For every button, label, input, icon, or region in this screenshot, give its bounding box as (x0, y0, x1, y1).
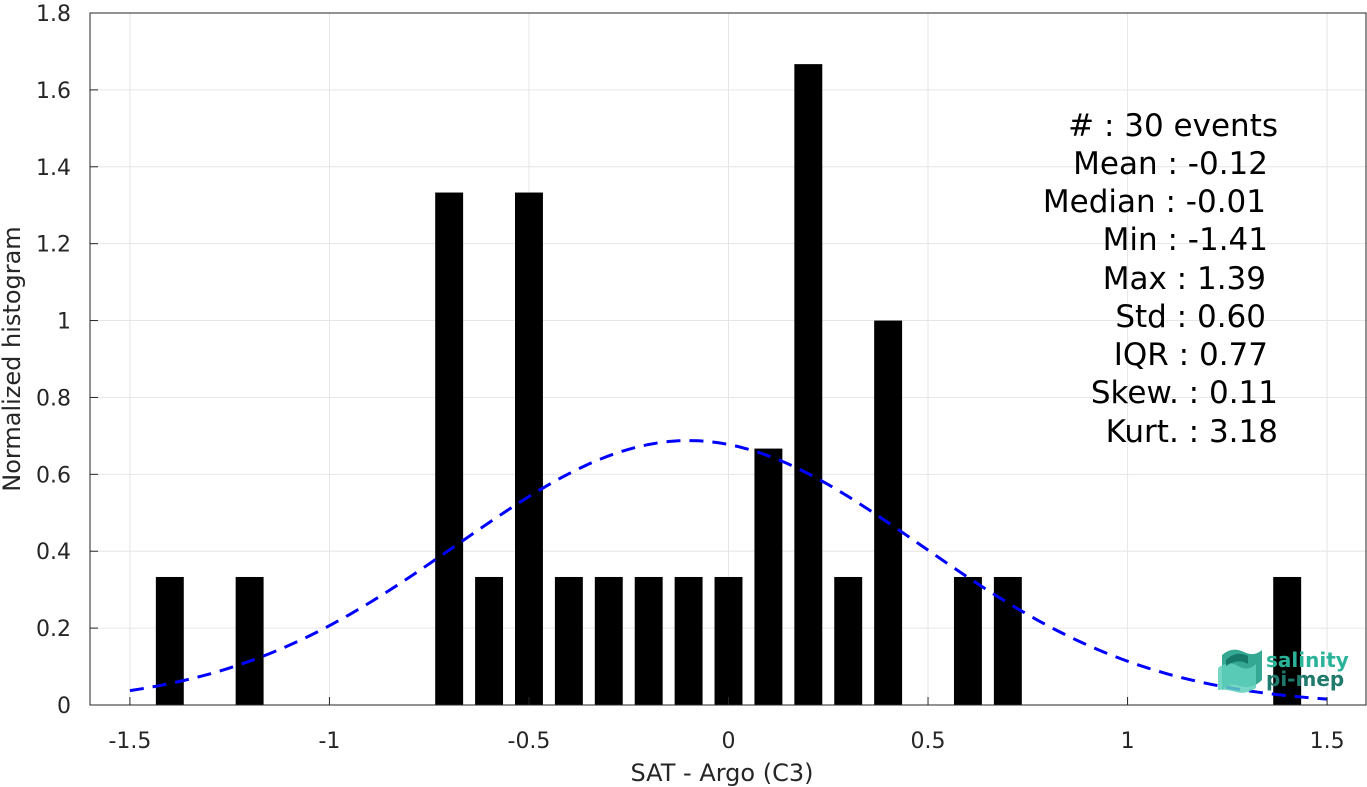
histogram-bar (794, 64, 823, 706)
y-tick-label: 1 (57, 310, 71, 335)
y-tick-label: 0.8 (36, 386, 71, 411)
y-tick-label: 1.4 (36, 156, 71, 181)
stat-iqr: IQR : 0.77 (1114, 337, 1268, 373)
stat-median: Median : -0.01 (1043, 184, 1266, 220)
histogram-bar (874, 320, 903, 705)
histogram-bar (235, 576, 264, 705)
histogram-bar (515, 192, 543, 706)
y-tick-label: 1.6 (36, 79, 71, 104)
stat-std: Std : 0.60 (1115, 299, 1266, 335)
histogram-bar (155, 576, 184, 705)
y-tick-label: 1.2 (36, 233, 71, 258)
x-tick-label: 1.5 (1310, 729, 1345, 754)
histogram-bar (834, 576, 863, 705)
histogram-bar (714, 576, 743, 705)
x-tick-label: 1 (1121, 729, 1135, 754)
histogram-bar (754, 448, 783, 705)
histogram-bar (594, 576, 623, 705)
x-tick-label: -0.5 (508, 729, 551, 754)
histogram-bar (634, 576, 663, 705)
stat-count: # : 30 events (1068, 108, 1278, 144)
x-tick-label: 0.5 (911, 729, 946, 754)
logo-text-salinity: salinity (1266, 648, 1349, 672)
stat-mean: Mean : -0.12 (1073, 146, 1268, 182)
stat-max: Max : 1.39 (1103, 261, 1266, 297)
histogram-bar (435, 192, 464, 706)
x-tick-label: -1 (318, 729, 340, 754)
stat-skew: Skew. : 0.11 (1091, 375, 1278, 411)
y-axis-ticks: 0 0.2 0.4 0.6 0.8 1 1.2 1.4 1.6 1.8 (36, 2, 98, 719)
histogram-bar (674, 576, 703, 705)
wave-logo-icon (1218, 649, 1262, 693)
y-tick-label: 0.6 (36, 463, 71, 488)
x-axis-ticks: -1.5 -1 -0.5 0 0.5 1 1.5 (108, 697, 1345, 754)
x-tick-label: 0 (722, 729, 736, 754)
histogram-bar (953, 576, 982, 705)
stat-min: Min : -1.41 (1103, 222, 1268, 258)
y-tick-label: 0.4 (36, 540, 71, 565)
y-tick-label: 0.2 (36, 617, 71, 642)
x-tick-label: -1.5 (108, 729, 151, 754)
stats-box: # : 30 events Mean : -0.12 Median : -0.0… (1043, 108, 1278, 450)
y-axis-label: Normalized histogram (0, 226, 26, 491)
logo-text-pimep: pi-mep (1266, 667, 1344, 691)
stat-kurt: Kurt. : 3.18 (1106, 414, 1278, 450)
x-axis-label: SAT - Argo (C3) (631, 759, 814, 787)
y-tick-label: 0 (57, 694, 71, 719)
salinity-pimep-logo: salinity pi-mep (1218, 648, 1349, 693)
histogram-bar (1273, 576, 1302, 705)
histogram-bar (475, 576, 504, 705)
histogram-bars (155, 64, 1302, 706)
normal-fit-curve (129, 439, 1328, 701)
histogram-bar (554, 576, 583, 705)
y-tick-label: 1.8 (36, 2, 71, 27)
